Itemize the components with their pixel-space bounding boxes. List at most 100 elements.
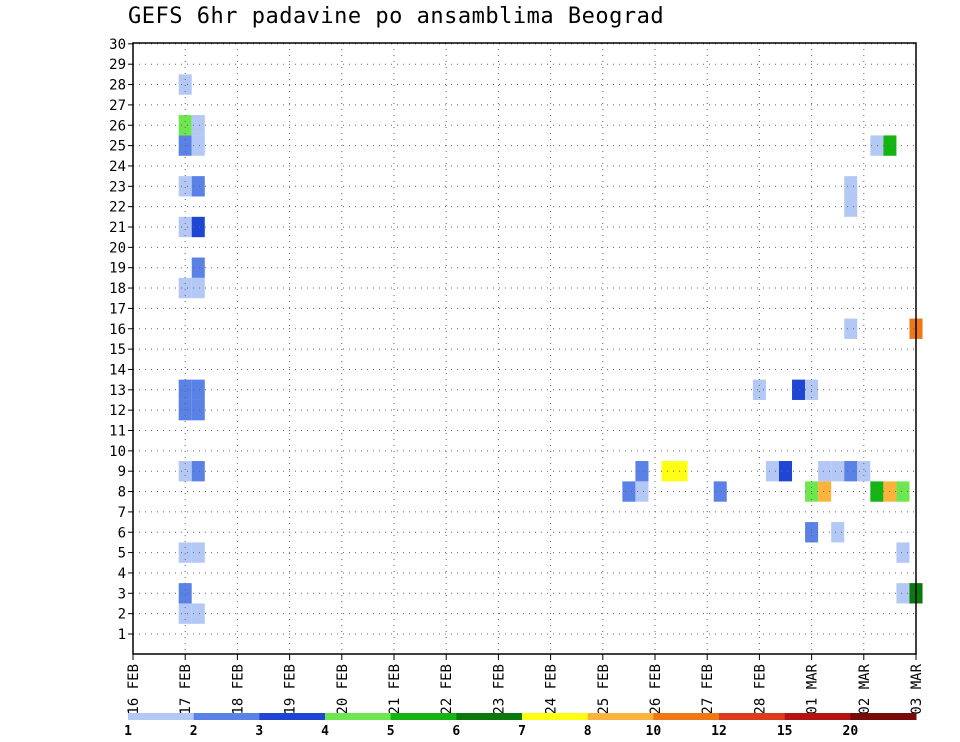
colorbar-swatch [259,713,326,720]
y-tick-label: 20 [109,240,126,256]
x-tick-label: 22 FEB [439,664,455,715]
precip-cell [896,583,910,604]
colorbar-label: 7 [518,724,526,739]
precip-cell [178,461,192,482]
y-tick-label: 22 [109,200,126,216]
precip-cell [635,461,649,482]
precip-cell [178,399,192,421]
colorbar-label: 3 [255,724,263,739]
colorbar-swatch [128,713,195,720]
precip-cell [178,542,192,563]
precip-cell [818,461,832,482]
precip-cell [857,461,871,482]
precip-cell [191,461,205,482]
y-tick-label: 15 [109,342,126,358]
colorbar-swatch [325,713,392,720]
colorbar-swatch [390,713,457,720]
precip-cell [896,542,910,563]
colorbar-label: 6 [452,724,460,739]
colorbar-label: 12 [711,724,727,739]
precip-cell [713,481,727,502]
precip-cell [191,399,205,421]
x-tick-label: 25 FEB [596,664,612,715]
colorbar-swatch [587,713,654,720]
precip-cell [178,277,192,299]
x-tick-label: 03 MAR [909,663,925,714]
y-tick-label: 29 [109,57,126,73]
colorbar-label: 10 [646,724,662,739]
x-tick-label: 19 FEB [283,664,299,715]
x-tick-label: 01 MAR [805,663,821,714]
y-tick-label: 2 [118,607,126,623]
y-tick-label: 23 [109,179,126,195]
colorbar-label: 20 [843,724,859,739]
y-tick-label: 3 [118,586,126,602]
colorbar-swatch [719,713,786,720]
y-tick-label: 5 [118,546,126,562]
precip-cell [622,481,636,502]
precip-cell [752,379,766,400]
y-tick-label: 12 [109,403,126,419]
precip-cell [191,277,205,299]
colorbar-swatch [850,713,917,720]
precip-cell [178,176,192,197]
y-tick-label: 27 [109,98,126,114]
precip-cell [191,603,205,624]
precip-cell [831,522,845,543]
colorbar-label: 15 [777,724,793,739]
colorbar-swatch [653,713,720,720]
precip-cell [178,216,192,238]
precip-cell [191,257,205,278]
y-tick-label: 24 [109,159,126,175]
x-tick-label: 18 FEB [230,664,246,715]
colorbar-swatch [522,713,589,720]
precip-cell [778,461,793,482]
y-tick-label: 26 [109,118,126,134]
grid-lines [132,43,917,654]
precip-cell [635,481,649,502]
precip-cell [191,115,205,136]
y-tick-label: 11 [109,424,126,440]
precip-cell [661,461,675,482]
y-tick-label: 14 [109,362,126,378]
colorbar-swatch [193,713,260,720]
y-tick-label: 18 [109,281,126,297]
y-tick-label: 9 [118,464,126,480]
x-tick-label: 27 FEB [700,664,716,715]
y-tick-label: 16 [109,322,126,338]
precip-cell [191,216,205,238]
precip-cell [674,461,688,482]
precip-cell [870,135,884,156]
x-tick-label: 24 FEB [544,664,560,715]
precip-cell [191,135,205,156]
plot-frame [132,42,917,655]
precip-cell [191,176,205,197]
colorbar-label: 1 [124,724,132,739]
x-tick-label: 23 FEB [491,664,507,715]
precip-cell [818,481,832,502]
x-tick-label: 02 MAR [857,663,873,714]
precip-cell [896,481,910,502]
x-tick-label: 21 FEB [387,664,403,715]
precip-cell [191,542,205,563]
colorbar-label: 2 [190,724,198,739]
y-tick-label: 25 [109,139,126,155]
y-tick-label: 30 [109,37,126,53]
x-tick-label: 26 FEB [648,664,664,715]
cells-layer [178,74,923,624]
colorbar-label: 4 [321,724,329,739]
y-tick-label: 19 [109,261,126,277]
x-axis: 16 FEB 17 FEB 18 FEB 19 FEB 20 FEB 21 FEB 22 F… [126,654,925,715]
colorbar-label: 5 [387,724,395,739]
precip-cell [831,461,845,482]
colorbar-swatch [456,713,523,720]
colorbar-swatch [784,713,851,720]
y-tick-label: 4 [118,566,126,582]
precip-cell [844,176,858,197]
y-tick-label: 21 [109,220,126,236]
precip-cell [844,196,858,217]
y-tick-label: 13 [109,383,126,399]
y-axis: 1234567891011121314151617181920212223242… [109,37,133,643]
precip-cell [178,74,192,95]
precip-cell [870,481,884,502]
